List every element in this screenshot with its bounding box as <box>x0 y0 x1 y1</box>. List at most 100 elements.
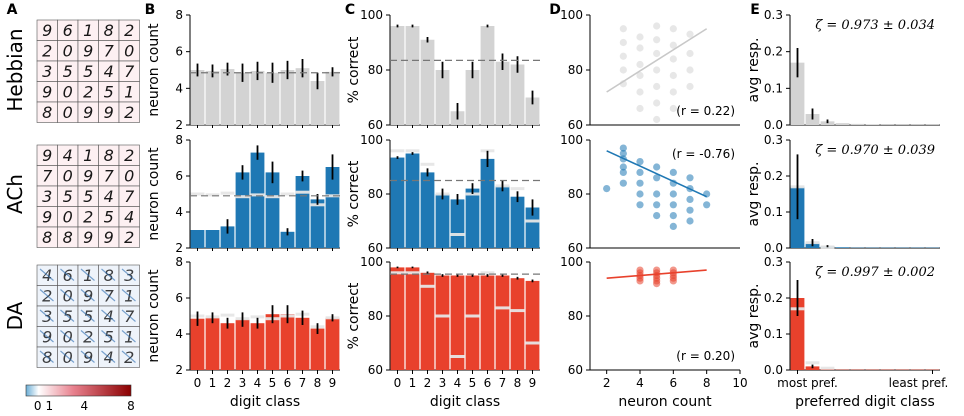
panel-letter-c: C <box>345 2 355 18</box>
scatter-point <box>653 49 661 58</box>
y-axis-label: neuron count <box>146 269 162 363</box>
x-tick-label: 8 <box>703 376 711 390</box>
bar <box>310 199 325 248</box>
hebbian-ref-marker <box>465 314 480 318</box>
y-tick-label: 4 <box>175 327 183 341</box>
digit-glyph: 7 <box>124 187 135 206</box>
bar <box>405 26 420 125</box>
bar <box>820 121 835 125</box>
x-tick-label: 3 <box>439 376 447 390</box>
bar <box>790 298 805 370</box>
y-tick-label: 6 <box>175 45 183 59</box>
bar <box>295 317 310 370</box>
colorbar-tick-label: 1 <box>46 399 54 413</box>
bar <box>495 185 510 248</box>
scatter-point <box>636 44 644 52</box>
digit-glyph: 5 <box>83 62 93 81</box>
bar <box>835 247 850 248</box>
digit-glyph: 0 <box>63 166 73 185</box>
y-tick-label: 100 <box>360 133 383 147</box>
hebbian-ref-marker <box>450 233 465 236</box>
digit-noise-stroke <box>60 309 75 322</box>
bar <box>310 81 325 125</box>
digit-glyph: 8 <box>63 228 73 247</box>
digit-glyph: 2 <box>124 228 134 247</box>
bar <box>220 226 235 248</box>
scatter-point <box>686 49 694 58</box>
x-tick-label: 0 <box>394 376 402 390</box>
panel-letter-e: E <box>750 2 760 18</box>
bar <box>435 70 450 125</box>
bar <box>265 72 280 125</box>
chart-e-hebbian: 0.0 0.1 0.2 0.3 avg resp. ζ = 0.973 ± 0.034 <box>746 8 940 132</box>
digit-glyph: 8 <box>42 103 52 122</box>
y-tick-label: 100 <box>560 255 583 269</box>
panel-letter-d: D <box>549 2 561 18</box>
y-tick-label: 100 <box>360 255 383 269</box>
bar <box>465 275 480 370</box>
bar <box>480 158 495 248</box>
digit-glyph: 9 <box>42 82 52 101</box>
row-labels: Hebbian ACh DA <box>3 28 27 330</box>
x-axis-label: preferred digit class <box>795 394 935 410</box>
bar <box>280 231 295 248</box>
x-tick-label: 7 <box>499 376 507 390</box>
correlation-label: (r = 0.20) <box>676 349 735 363</box>
scatter-point <box>653 163 661 171</box>
panel-a-receptive-fields: 9 6 1 8 22 0 9 7 03 5 5 4 79 0 2 5 18 0 9 9 29 4 1 8 27 0 9 7 03 5 5 4 7… <box>36 19 140 368</box>
digit-noise-stroke <box>80 289 95 302</box>
scatter-point <box>636 277 644 285</box>
y-axis-label: % correct <box>346 36 362 103</box>
bar <box>480 275 495 370</box>
regression-line <box>606 28 708 93</box>
digit-glyph: 7 <box>104 41 115 60</box>
digit-noise-stroke <box>101 309 116 322</box>
y-tick-label: 6 <box>175 291 183 305</box>
x-tick-label: 10 <box>732 376 747 390</box>
digit-noise-stroke <box>121 309 136 322</box>
scatter-point <box>669 222 677 230</box>
digit-glyph: 6 <box>63 21 73 40</box>
hebbian-ref-marker <box>220 313 235 317</box>
x-tick-label: 8 <box>514 376 522 390</box>
y-axis-label: neuron count <box>146 147 162 241</box>
scatter-point <box>619 25 627 33</box>
zeta-annotation: ζ = 0.973 ± 0.034 <box>815 18 935 33</box>
digit-glyph: 2 <box>124 103 134 122</box>
scatter-point <box>636 104 644 113</box>
y-axis-label: % correct <box>346 160 362 227</box>
digit-glyph: 7 <box>104 166 115 185</box>
scatter-point <box>619 149 627 158</box>
y-tick-label: 2 <box>175 241 183 255</box>
bar <box>190 230 205 248</box>
x-axis-label: neuron count <box>618 394 712 410</box>
scatter-point <box>669 277 677 285</box>
scatter-point <box>636 33 644 41</box>
x-tick-label: 1 <box>209 376 217 390</box>
digit-glyph: 8 <box>42 228 52 247</box>
bar <box>280 70 295 125</box>
hebbian-ref-marker <box>405 271 420 275</box>
scatter-point <box>653 82 661 91</box>
row-label-da: DA <box>3 301 27 330</box>
bar <box>310 328 325 370</box>
correlation-label: (r = 0.22) <box>676 104 735 118</box>
y-tick-label: 60 <box>368 241 383 255</box>
digit-glyph: 2 <box>124 146 134 165</box>
scatter-point <box>653 174 661 182</box>
hebbian-ref-marker <box>265 195 280 199</box>
y-axis-label: neuron count <box>146 23 162 117</box>
y-tick-label: 80 <box>568 187 583 201</box>
bar <box>205 230 220 248</box>
bar <box>295 176 310 248</box>
bar <box>325 167 340 248</box>
y-tick-label: 0.3 <box>764 133 783 147</box>
digit-glyph: 1 <box>124 82 134 101</box>
bar <box>495 275 510 370</box>
hebbian-ref-marker <box>495 306 510 310</box>
scatter-point <box>686 66 694 74</box>
digit-glyph: 0 <box>124 166 134 185</box>
y-tick-label: 60 <box>568 363 583 377</box>
